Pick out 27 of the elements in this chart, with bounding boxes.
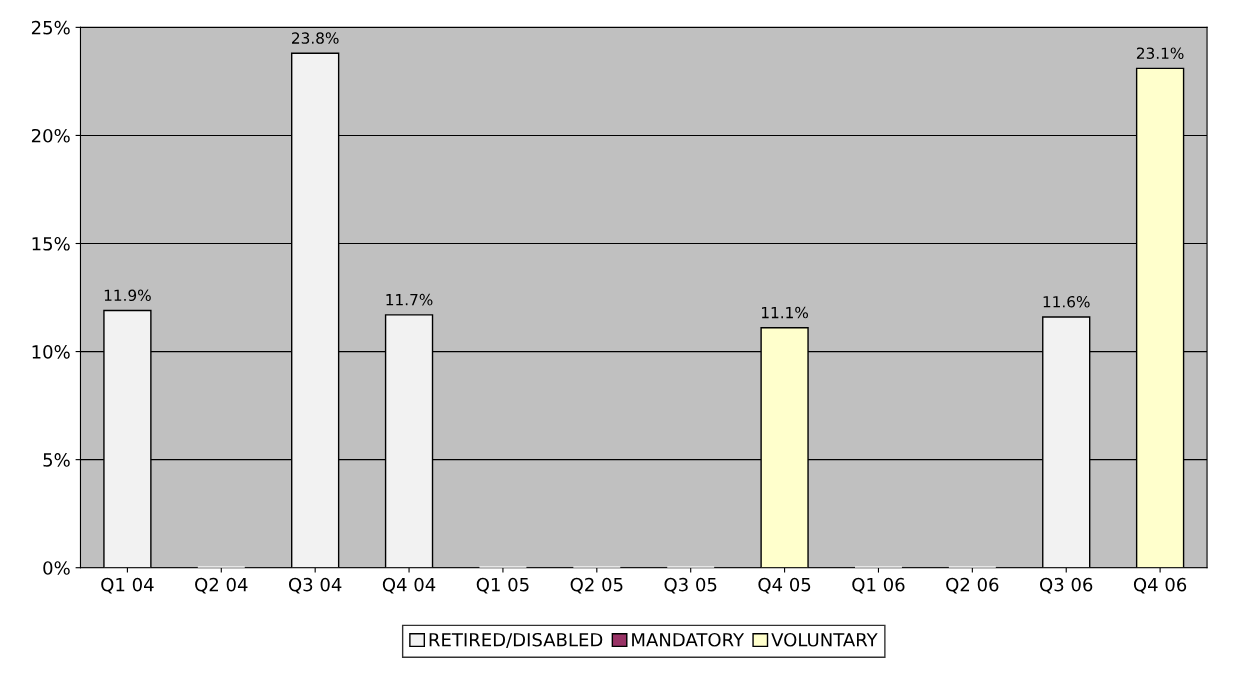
y-tick-label: 15% — [32, 236, 70, 251]
y-tick-label: 25% — [31, 20, 70, 35]
x-tick-label: Q1 06 — [852, 577, 905, 594]
y-tick-label: 10% — [32, 345, 70, 359]
x-tick-label: Q1 05 — [476, 577, 529, 594]
legend-label: MANDATORY — [632, 632, 745, 647]
x-tick-label: Q2 05 — [570, 577, 623, 594]
x-tick-label: Q1 04 — [101, 577, 154, 594]
y-tick-label: 5% — [43, 453, 70, 467]
x-tick-label: Q3 06 — [1040, 577, 1093, 594]
data-label: 23.8% — [292, 32, 339, 44]
x-tick-label: Q2 06 — [946, 577, 999, 594]
data-label: 11.6% — [1043, 295, 1090, 308]
x-tick-label: Q4 05 — [758, 577, 811, 594]
data-label: 11.7% — [386, 293, 433, 306]
data-label: 11.1% — [761, 306, 809, 319]
x-tick-label: Q2 04 — [195, 577, 248, 594]
x-tick-label: Q4 06 — [1133, 577, 1187, 594]
y-tick-label: 0% — [43, 561, 70, 575]
legend-label: VOLUNTARY — [771, 632, 878, 647]
x-tick-label: Q3 05 — [664, 577, 717, 594]
x-tick-label: Q4 04 — [382, 577, 436, 594]
x-tick-label: Q3 04 — [288, 577, 342, 594]
data-label: 23.1% — [1136, 47, 1184, 59]
data-label: 11.9% — [104, 289, 151, 302]
y-tick-label: 20% — [31, 128, 70, 143]
legend-label: RETIRED/DISABLED — [429, 632, 603, 648]
